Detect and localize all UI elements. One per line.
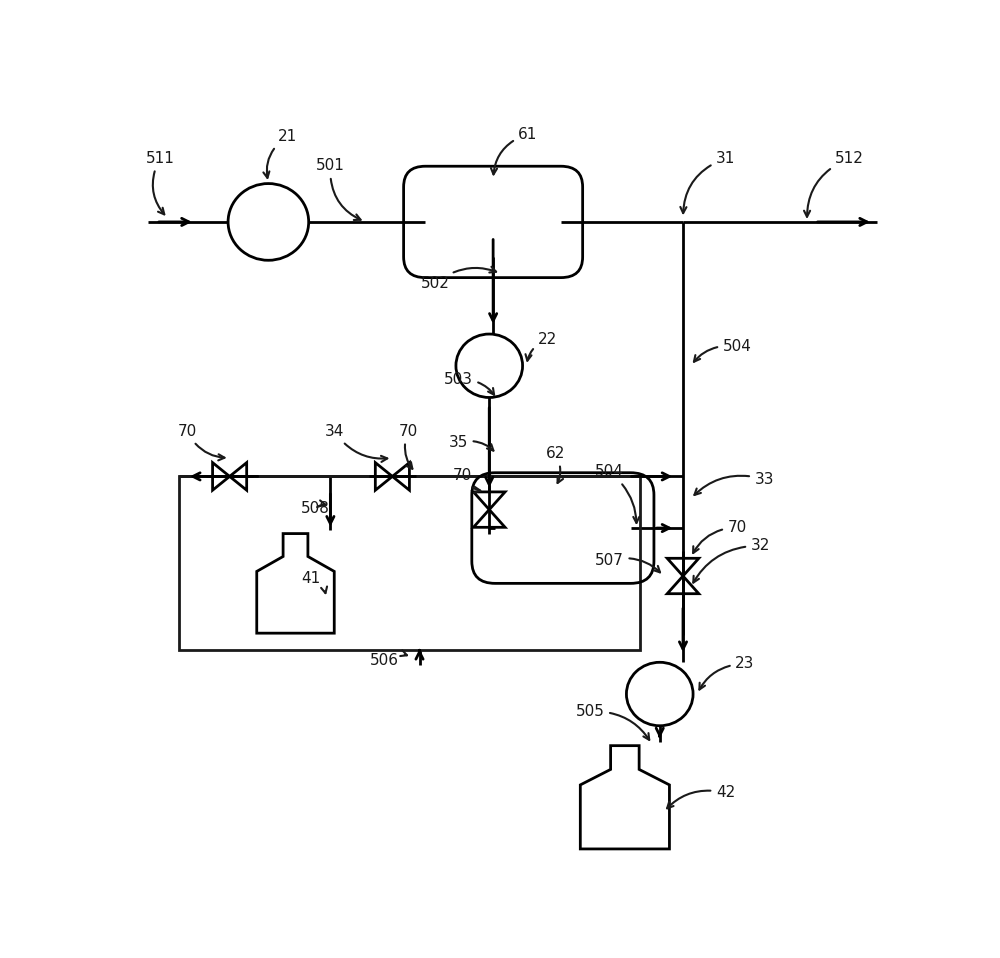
Text: 503: 503: [444, 373, 494, 395]
Text: 41: 41: [301, 571, 327, 593]
Text: 33: 33: [694, 471, 774, 495]
Text: 22: 22: [525, 331, 557, 361]
Text: 34: 34: [325, 423, 387, 462]
Text: 507: 507: [595, 553, 660, 572]
Text: 512: 512: [804, 151, 864, 217]
Text: 501: 501: [316, 158, 361, 220]
Text: 504: 504: [595, 465, 639, 523]
Text: 35: 35: [449, 435, 493, 450]
Text: 70: 70: [452, 468, 480, 492]
Text: 504: 504: [694, 339, 752, 362]
Text: 31: 31: [680, 151, 735, 213]
Text: 505: 505: [576, 704, 649, 740]
Text: 61: 61: [491, 126, 538, 174]
Text: 21: 21: [263, 128, 297, 178]
Text: 23: 23: [699, 656, 755, 690]
Text: 70: 70: [693, 520, 747, 553]
Text: 70: 70: [398, 423, 418, 468]
Text: 508: 508: [300, 500, 329, 516]
Text: 32: 32: [693, 538, 770, 582]
Text: 511: 511: [145, 151, 174, 215]
Text: 42: 42: [667, 786, 735, 809]
Text: 506: 506: [370, 650, 407, 668]
Bar: [179, 476, 640, 650]
Text: 62: 62: [545, 446, 565, 483]
Text: 502: 502: [421, 266, 496, 291]
Text: 70: 70: [177, 423, 225, 461]
